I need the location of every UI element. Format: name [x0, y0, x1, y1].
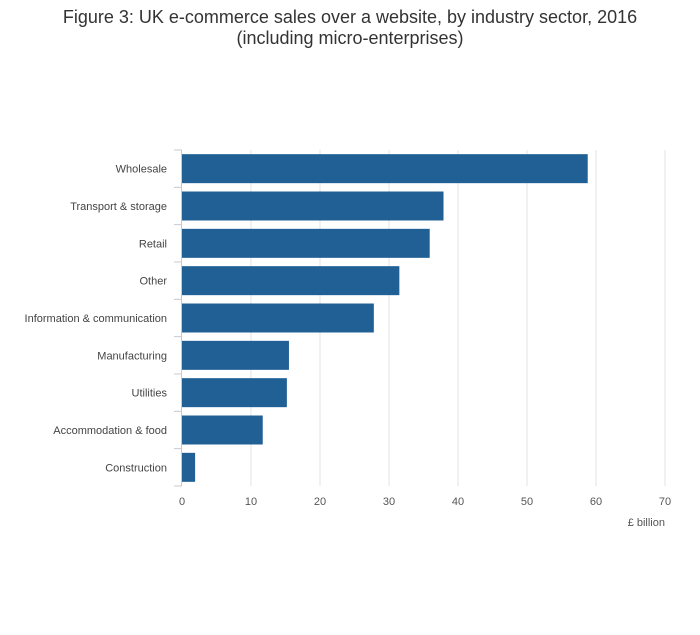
x-tick-label-50: 50	[521, 496, 533, 508]
x-tick-label-30: 30	[383, 496, 395, 508]
chart-title-line-1: Figure 3: UK e-commerce sales over a web…	[62, 7, 638, 27]
bar-manufacturing[interactable]	[182, 340, 289, 370]
x-axis-title: £ billion	[628, 517, 665, 529]
bar-construction[interactable]	[182, 452, 196, 482]
category-label-accommodation-food: Accommodation & food	[53, 425, 167, 437]
x-tick-label-70: 70	[659, 496, 671, 508]
x-tick-label-20: 20	[314, 496, 326, 508]
bar-information-communication[interactable]	[182, 303, 374, 333]
category-label-information-communication: Information & communication	[25, 313, 167, 325]
x-axis-ticks: 0 10 20 30 40 50 60 70	[179, 496, 671, 508]
category-label-construction: Construction	[105, 462, 167, 474]
category-label-utilities: Utilities	[132, 388, 168, 400]
bar-other[interactable]	[182, 266, 400, 296]
category-labels: Wholesale Transport & storage Retail Other I…	[25, 164, 168, 475]
category-label-wholesale: Wholesale	[116, 164, 167, 176]
category-label-other: Other	[139, 276, 167, 288]
bar-retail[interactable]	[182, 228, 430, 258]
chart-title: Figure 3: UK e-commerce sales over a web…	[0, 7, 700, 49]
category-label-transport-storage: Transport & storage	[70, 201, 167, 213]
x-tick-label-60: 60	[590, 496, 602, 508]
x-tick-label-10: 10	[245, 496, 257, 508]
bars	[182, 154, 588, 482]
bar-utilities[interactable]	[182, 378, 287, 408]
y-axis	[174, 149, 182, 487]
x-tick-label-40: 40	[452, 496, 464, 508]
bar-wholesale[interactable]	[182, 154, 588, 184]
x-tick-label-0: 0	[179, 496, 185, 508]
chart-title-line-2: (including micro-enterprises)	[236, 28, 464, 48]
bar-accommodation-food[interactable]	[182, 415, 263, 445]
bar-transport-storage[interactable]	[182, 191, 444, 221]
category-label-retail: Retail	[139, 238, 167, 250]
category-label-manufacturing: Manufacturing	[97, 350, 167, 362]
